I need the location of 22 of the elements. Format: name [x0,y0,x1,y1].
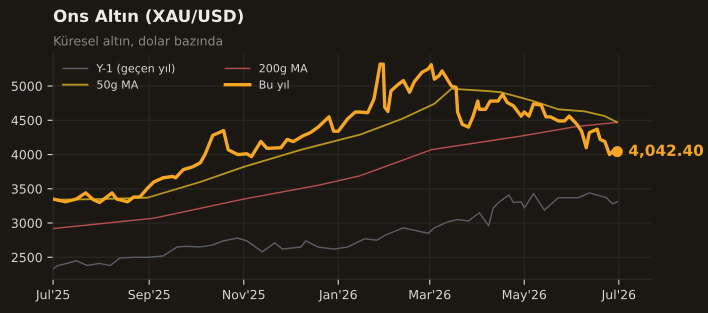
x-tick-label: Jul'25 [35,290,70,302]
x-tick-label: Nov'25 [223,290,265,300]
annotation: 4,042.40 [629,144,704,158]
legend-label: 200g MA [259,64,308,75]
y-tick-label: 2500 [12,252,42,262]
y-tick-label: 4000 [11,150,42,160]
line-series [53,122,618,230]
y-tick-label: 5000 [12,82,42,91]
line-series [53,192,618,270]
y-tick-label: 4500 [11,116,42,126]
x-tick-label: Jul'26 [600,290,636,302]
legend-label: Bu yıl [260,80,289,91]
legend-label: 50g MA [97,80,138,91]
x-tick-label: Mar'26 [409,290,450,300]
chart-subtitle: Küresel altın, dolar bazında [54,36,222,47]
legend-label: Y-1 (geçen yıl) [96,64,174,75]
chart-title: Ons Altın (XAU/USD) [54,9,243,24]
x-tick-label: May'26 [502,290,546,302]
y-tick-label: 3500 [12,184,42,194]
y-tick-label: 3000 [12,218,42,228]
x-tick-label: Sep'25 [128,290,170,302]
x-tick-label: Jan'26 [318,290,357,302]
